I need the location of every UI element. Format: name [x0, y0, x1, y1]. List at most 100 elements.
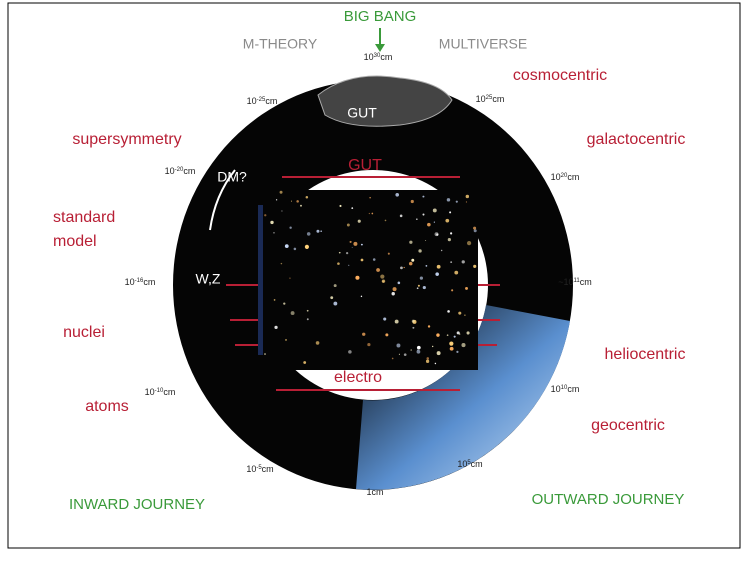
star: [355, 276, 359, 280]
star: [291, 311, 295, 315]
star: [398, 282, 401, 285]
star: [285, 244, 289, 248]
star: [362, 333, 365, 336]
star: [454, 336, 456, 338]
inner-label: DM?: [217, 169, 247, 185]
star: [383, 317, 386, 320]
ring-label-base: 10: [551, 172, 561, 182]
star: [393, 287, 397, 291]
star: [294, 248, 297, 251]
star: [448, 238, 451, 241]
inward-journey: INWARD JOURNEY: [69, 496, 205, 513]
star: [417, 287, 419, 289]
star: [361, 259, 364, 262]
ring-label: 1010cm: [551, 384, 580, 394]
ring-label-base: 10: [551, 384, 561, 394]
center-gut: GUT: [348, 157, 382, 174]
star: [427, 223, 431, 227]
outward-label: geocentric: [591, 417, 665, 434]
star: [412, 327, 414, 329]
star: [380, 275, 384, 279]
star: [361, 244, 363, 246]
deep-field-photo: [263, 190, 478, 370]
outward-label: heliocentric: [605, 346, 686, 363]
star: [434, 222, 435, 223]
star: [450, 347, 454, 351]
star: [450, 232, 452, 234]
star: [281, 210, 282, 211]
star: [449, 342, 453, 346]
star: [416, 219, 417, 220]
star: [436, 333, 439, 336]
diagram: BIG BANG M-THEORY MULTIVERSE cosmocentri…: [0, 0, 748, 561]
inward-label: atoms: [85, 398, 129, 415]
star: [392, 358, 394, 360]
star: [441, 250, 442, 251]
star: [367, 343, 370, 346]
star: [307, 232, 311, 236]
star: [283, 302, 285, 304]
ring-label-base: 10: [125, 277, 135, 287]
star: [339, 252, 341, 254]
star: [473, 265, 476, 268]
inward-label: model: [53, 233, 97, 250]
ring-label-unit: cm: [471, 459, 483, 469]
multiverse: MULTIVERSE: [439, 36, 527, 52]
star: [423, 286, 426, 289]
star: [296, 200, 299, 203]
star: [307, 318, 309, 320]
ring-label: 10-5cm: [246, 464, 273, 474]
star: [411, 259, 414, 262]
star: [417, 346, 421, 350]
star: [420, 277, 423, 280]
star: [404, 353, 407, 356]
ring-label: 1cm: [366, 487, 383, 497]
ring-label: ~1011cm: [558, 277, 592, 287]
m-theory: M-THEORY: [243, 36, 318, 52]
star: [348, 265, 349, 266]
star: [435, 232, 439, 236]
star: [447, 334, 449, 336]
star: [458, 312, 461, 315]
star: [428, 325, 430, 327]
big-bang: BIG BANG: [344, 8, 417, 25]
star: [425, 240, 426, 241]
star: [330, 296, 333, 299]
ring-label-unit: cm: [262, 464, 274, 474]
star: [358, 220, 361, 223]
star: [270, 221, 273, 224]
ring-label-base: 10: [364, 52, 374, 62]
star: [376, 268, 380, 272]
ring-label-base: 10: [476, 94, 486, 104]
star: [369, 197, 370, 198]
star: [388, 253, 390, 255]
star: [404, 267, 405, 268]
ring-label-base: 10: [457, 459, 467, 469]
star: [400, 267, 403, 270]
star: [473, 227, 476, 230]
star: [373, 258, 376, 261]
star: [462, 260, 465, 263]
ring-label-unit: cm: [567, 384, 579, 394]
star: [447, 198, 450, 201]
star: [435, 272, 439, 276]
ring-label: 105cm: [457, 459, 482, 469]
ring-label-base: ~10: [558, 277, 573, 287]
star: [465, 287, 468, 290]
star: [289, 227, 291, 229]
star: [409, 241, 412, 244]
star: [456, 351, 458, 353]
star: [337, 262, 340, 265]
star: [280, 191, 283, 194]
star: [361, 296, 362, 297]
star: [385, 333, 388, 336]
inward-label: nuclei: [63, 324, 105, 341]
star: [264, 214, 266, 216]
star: [426, 357, 429, 360]
star: [432, 346, 433, 347]
ring-label-base: 10: [246, 464, 256, 474]
star: [274, 326, 277, 329]
star: [273, 232, 275, 234]
ring-label: 1030cm: [364, 52, 393, 62]
star: [445, 219, 449, 223]
